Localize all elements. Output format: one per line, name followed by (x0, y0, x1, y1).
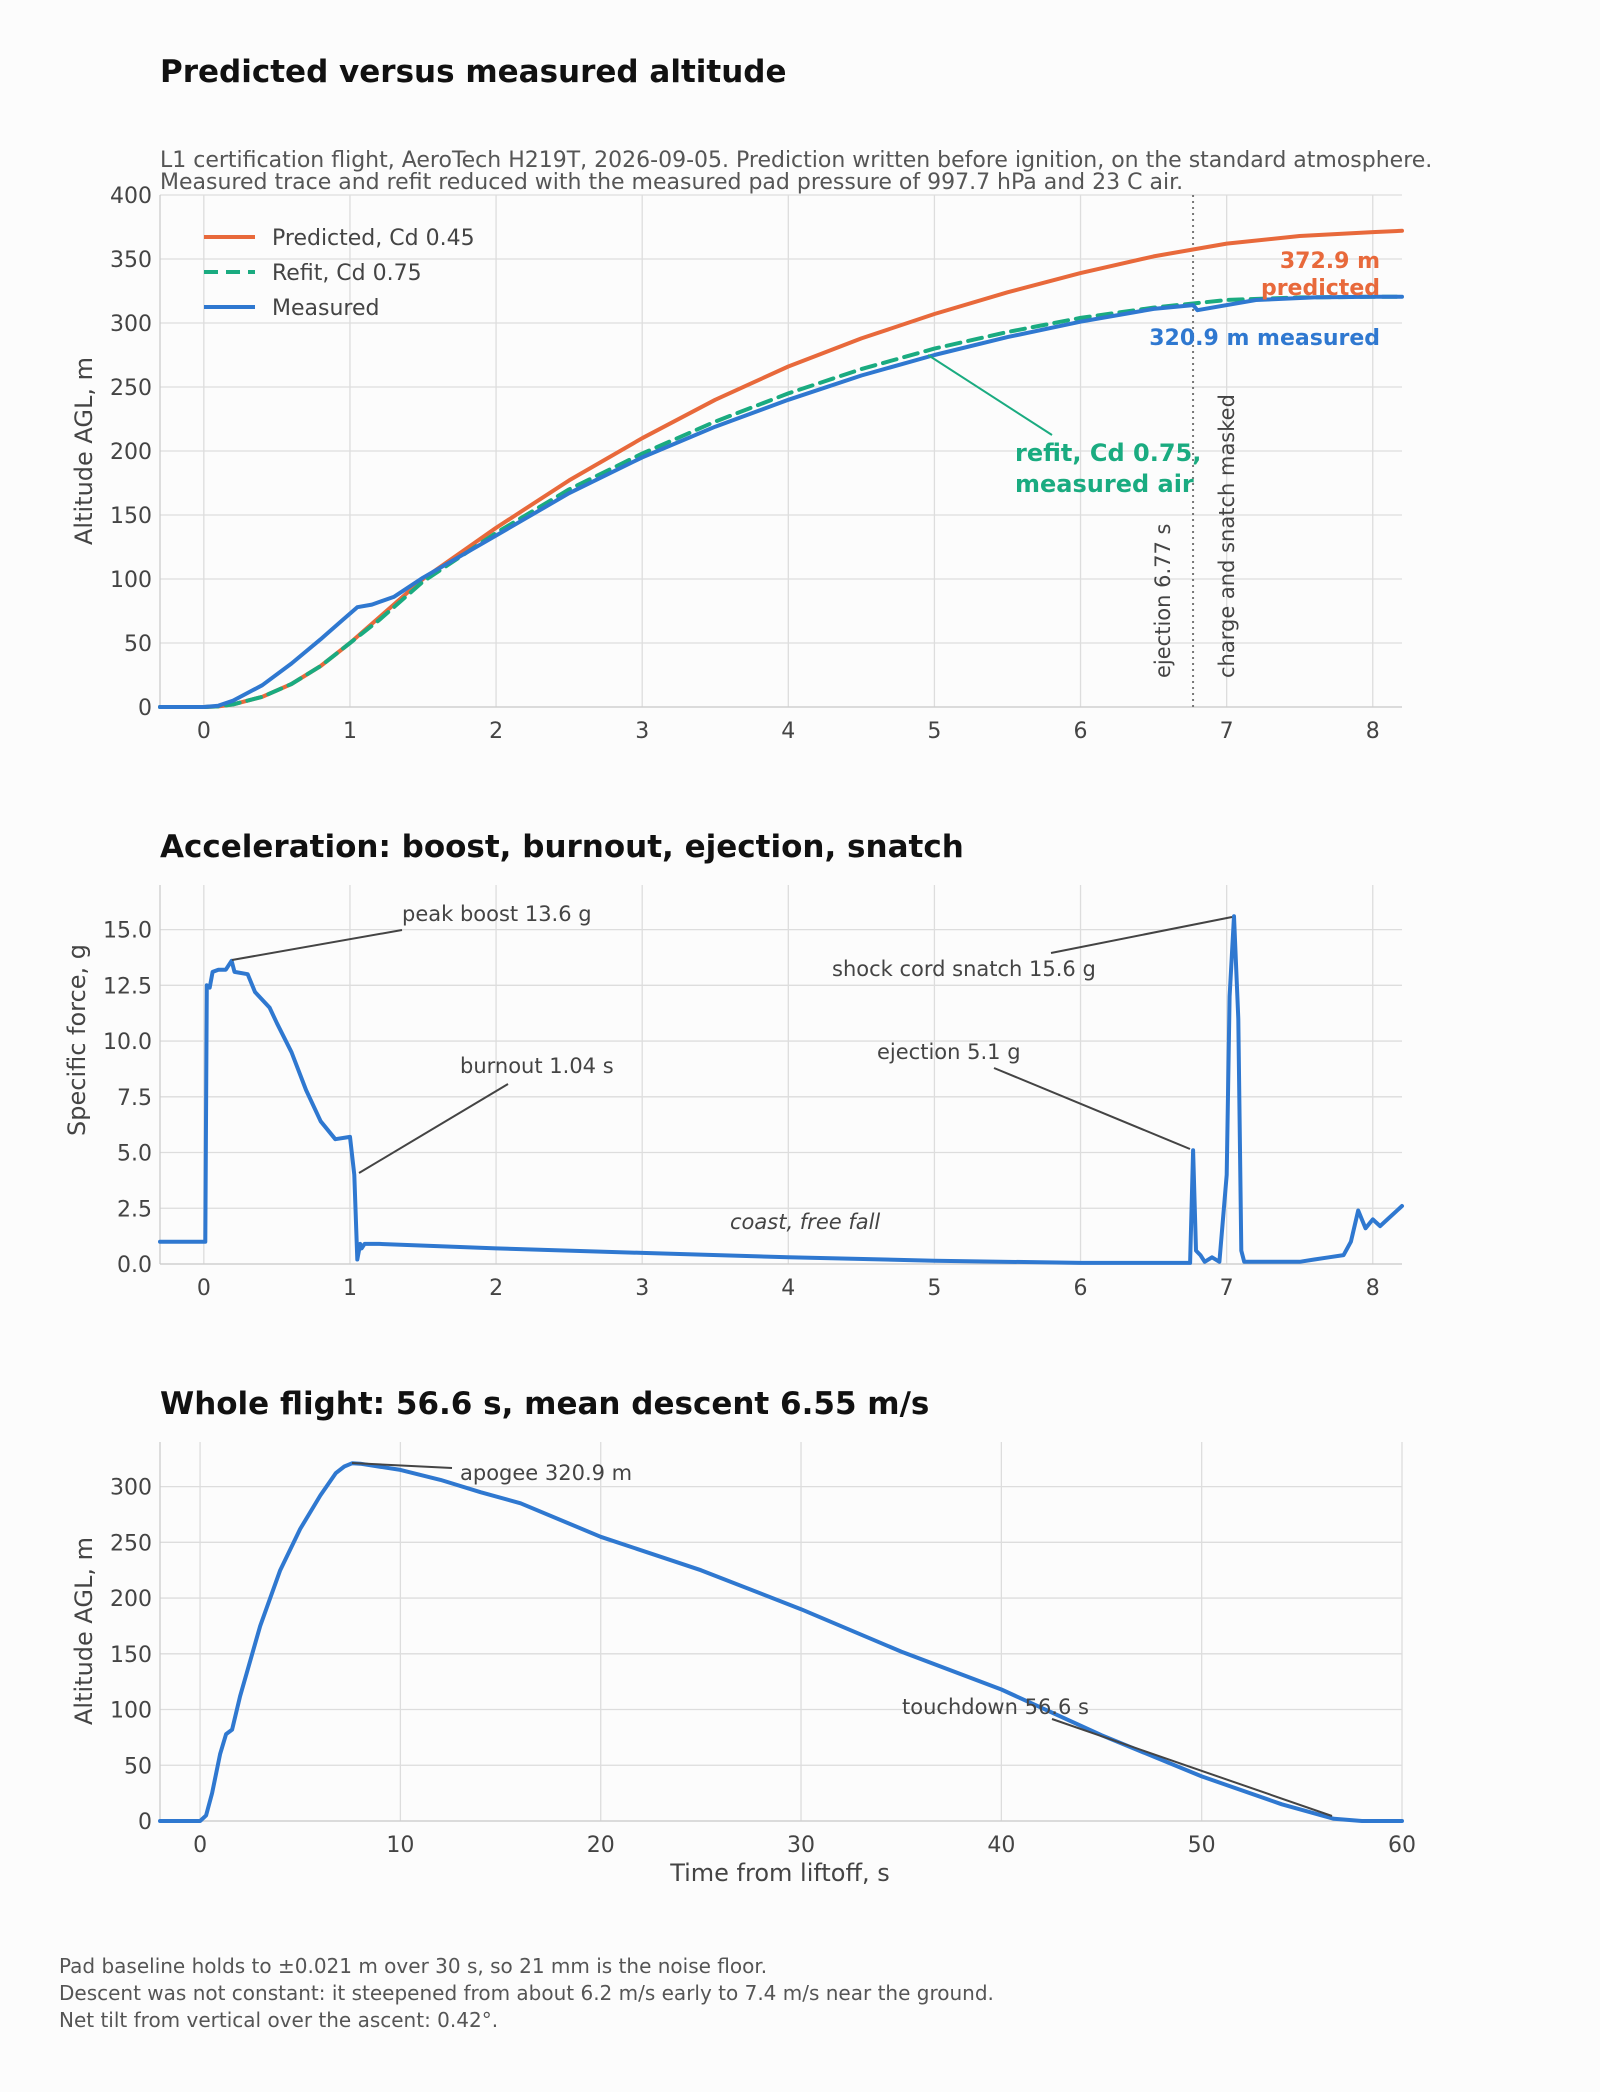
legend-entry-refit: Refit, Cd 0.75 (272, 261, 422, 286)
y-tick-label: 350 (110, 248, 152, 273)
annotation-refit-line2: measured air (1015, 470, 1194, 498)
acceleration-panel: Acceleration: boost, burnout, ejection, … (63, 829, 1404, 1301)
x-tick-label: 60 (1388, 1833, 1416, 1858)
panel2-annotations: peak boost 13.6 g burnout 1.04 s coast, … (231, 902, 1233, 1234)
x-tick-label: 6 (1074, 1276, 1088, 1301)
footer-notes: Pad baseline holds to ±0.021 m over 30 s… (59, 1954, 994, 2032)
x-tick-label: 2 (489, 719, 503, 744)
y-tick-label: 300 (110, 1476, 152, 1501)
annotation-snatch-leader (1050, 916, 1233, 954)
x-tick-label: 40 (987, 1833, 1015, 1858)
x-tick-label: 8 (1366, 719, 1380, 744)
x-tick-label: 4 (781, 1276, 795, 1301)
annotation-peak-boost: peak boost 13.6 g (402, 902, 592, 926)
legend: Predicted, Cd 0.45 Refit, Cd 0.75 Measur… (204, 226, 475, 321)
y-tick-label: 250 (110, 1531, 152, 1556)
x-tick-label: 7 (1220, 719, 1234, 744)
panel2-title: Acceleration: boost, burnout, ejection, … (160, 829, 964, 865)
panel1-subtitle-line1: L1 certification flight, AeroTech H219T,… (160, 148, 1432, 173)
annotation-ejection-leader (993, 1067, 1191, 1150)
y-tick-label: 100 (110, 1699, 152, 1724)
y-tick-label: 250 (110, 376, 152, 401)
annotation-predicted-label: predicted (1261, 276, 1380, 301)
x-tick-label: 7 (1220, 1276, 1234, 1301)
annotation-touchdown: touchdown 56.6 s (902, 1695, 1089, 1719)
panel3-annotations: apogee 320.9 m touchdown 56.6 s (351, 1461, 1333, 1817)
annotation-coast: coast, free fall (730, 1210, 880, 1234)
whole-flight-panel: Whole flight: 56.6 s, mean descent 6.55 … (70, 1386, 1416, 1887)
x-tick-label: 0 (193, 1833, 207, 1858)
annotation-refit-line1: refit, Cd 0.75, (1015, 439, 1201, 467)
y-tick-label: 0.0 (117, 1253, 152, 1278)
annotation-predicted-value: 372.9 m (1280, 249, 1380, 274)
panel1-y-axis-label: Altitude AGL, m (70, 357, 98, 545)
panel1-title: Predicted versus measured altitude (160, 54, 787, 90)
y-tick-label: 200 (110, 440, 152, 465)
series-specific-force (158, 914, 1404, 1265)
x-tick-label: 0 (197, 719, 211, 744)
y-tick-label: 300 (110, 312, 152, 337)
y-tick-label: 150 (110, 504, 152, 529)
y-tick-label: 15.0 (103, 919, 152, 944)
x-tick-label: 20 (587, 1833, 615, 1858)
y-tick-label: 100 (110, 568, 152, 593)
panel3-y-axis-label: Altitude AGL, m (70, 1537, 98, 1725)
annotation-burnout-leader (358, 1083, 509, 1174)
x-tick-label: 50 (1188, 1833, 1216, 1858)
y-tick-label: 10.0 (103, 1030, 152, 1055)
x-tick-label: 6 (1074, 719, 1088, 744)
x-tick-label: 3 (635, 1276, 649, 1301)
vline-label-masked: charge and snatch masked (1215, 394, 1239, 678)
annotation-touchdown-leader (1051, 1718, 1333, 1817)
series-measured (158, 294, 1404, 709)
x-tick-label: 4 (781, 719, 795, 744)
annotation-burnout: burnout 1.04 s (460, 1054, 614, 1078)
x-tick-label: 1 (343, 1276, 357, 1301)
y-tick-label: 50 (124, 632, 152, 657)
annotation-refit-leader (927, 354, 1053, 436)
y-tick-label: 400 (110, 184, 152, 209)
vline-label-ejection: ejection 6.77 s (1151, 524, 1175, 679)
x-tick-label: 5 (927, 1276, 941, 1301)
series-altitude (158, 1461, 1404, 1823)
y-tick-label: 50 (124, 1754, 152, 1779)
x-tick-label: 30 (787, 1833, 815, 1858)
y-tick-label: 0 (138, 1810, 152, 1835)
panel3-title: Whole flight: 56.6 s, mean descent 6.55 … (160, 1386, 929, 1422)
x-tick-label: 5 (927, 719, 941, 744)
y-tick-label: 7.5 (117, 1086, 152, 1111)
annotation-apogee-leader (351, 1462, 453, 1469)
x-tick-label: 10 (386, 1833, 414, 1858)
x-tick-label: 3 (635, 719, 649, 744)
footer-note-1: Pad baseline holds to ±0.021 m over 30 s… (59, 1954, 767, 1978)
y-tick-label: 200 (110, 1587, 152, 1612)
panel1-annotations: 372.9 m predicted 320.9 m measured refit… (927, 249, 1380, 679)
annotation-peak-leader (231, 929, 403, 961)
y-tick-label: 12.5 (103, 974, 152, 999)
annotation-measured-value: 320.9 m measured (1149, 326, 1380, 351)
x-tick-label: 8 (1366, 1276, 1380, 1301)
x-tick-label: 1 (343, 719, 357, 744)
footer-note-3: Net tilt from vertical over the ascent: … (59, 2008, 498, 2032)
panel1-subtitle-line2: Measured trace and refit reduced with th… (160, 170, 1183, 195)
y-tick-label: 2.5 (117, 1197, 152, 1222)
y-tick-label: 150 (110, 1643, 152, 1668)
panel3-x-axis-label: Time from liftoff, s (669, 1859, 890, 1887)
x-tick-label: 2 (489, 1276, 503, 1301)
y-tick-label: 5.0 (117, 1142, 152, 1167)
annotation-apogee: apogee 320.9 m (460, 1461, 632, 1485)
x-tick-label: 0 (197, 1276, 211, 1301)
altitude-prediction-panel: Predicted versus measured altitude L1 ce… (70, 54, 1432, 744)
annotation-snatch: shock cord snatch 15.6 g (832, 957, 1096, 981)
panel2-y-axis-label: Specific force, g (63, 944, 91, 1136)
y-tick-label: 0 (138, 696, 152, 721)
annotation-ejection: ejection 5.1 g (877, 1040, 1021, 1064)
legend-entry-predicted: Predicted, Cd 0.45 (272, 226, 475, 251)
legend-entry-measured: Measured (272, 296, 379, 321)
footer-note-2: Descent was not constant: it steepened f… (59, 1981, 994, 2005)
